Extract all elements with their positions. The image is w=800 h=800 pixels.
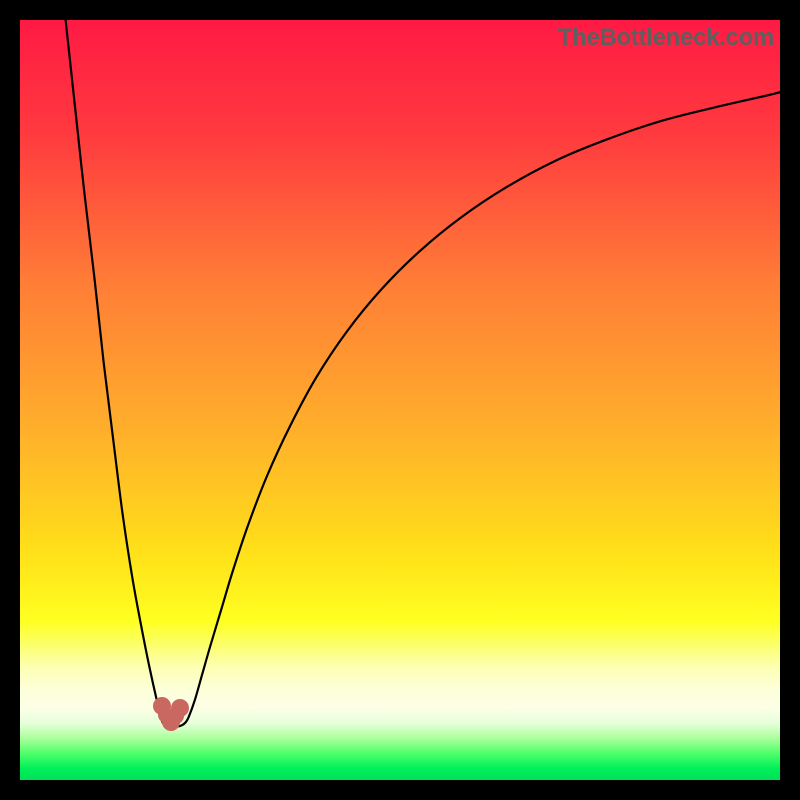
watermark-text: TheBottleneck.com xyxy=(558,24,774,52)
gradient-background xyxy=(20,20,780,780)
cusp-dot xyxy=(168,708,184,724)
chart-frame xyxy=(20,20,780,780)
